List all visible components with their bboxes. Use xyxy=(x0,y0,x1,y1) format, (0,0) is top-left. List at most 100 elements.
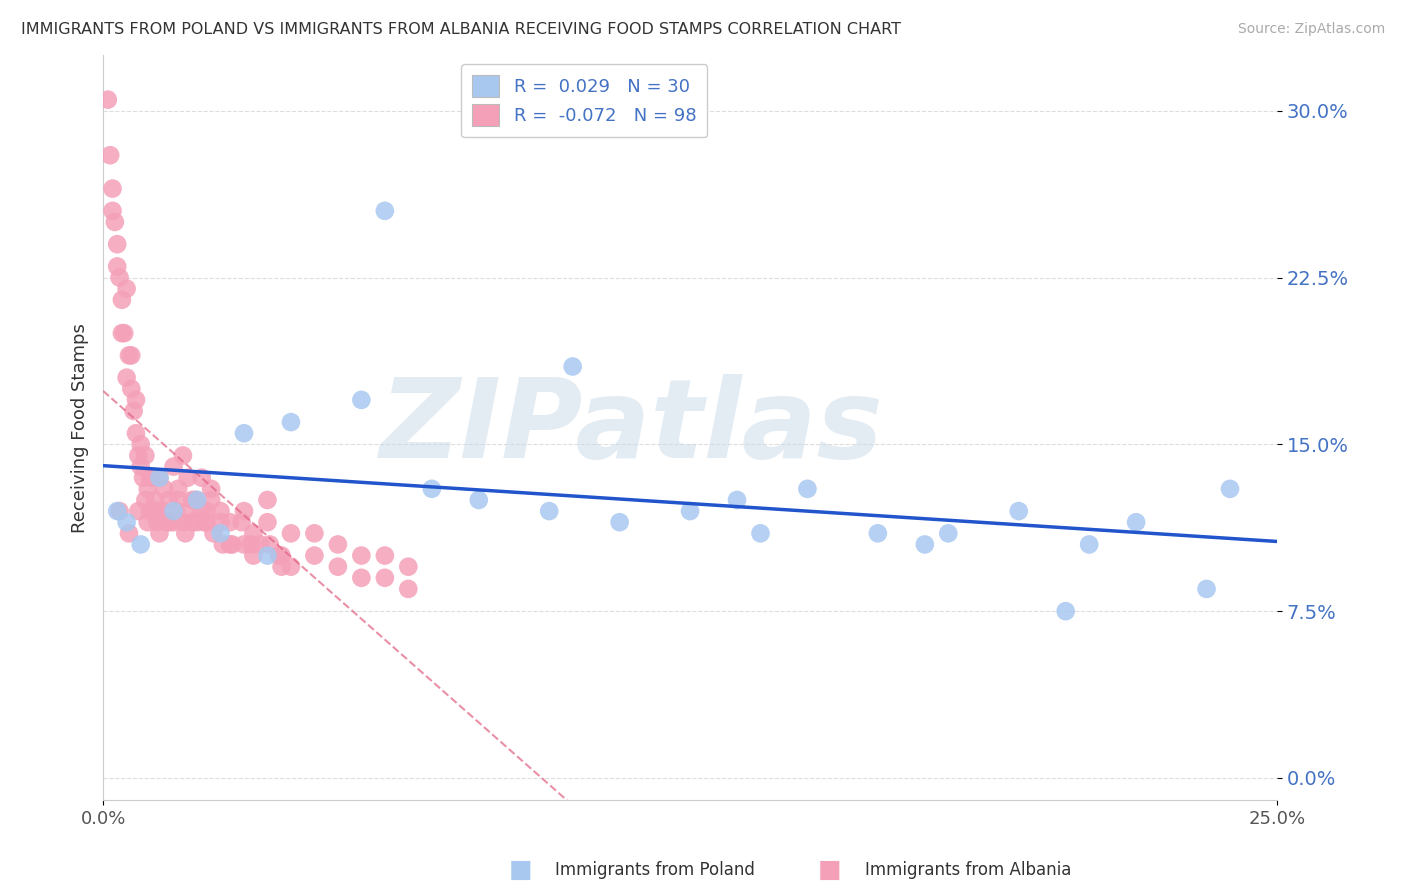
Point xyxy=(129,537,152,551)
Legend: R =  0.029   N = 30, R =  -0.072   N = 98: R = 0.029 N = 30, R = -0.072 N = 98 xyxy=(461,64,707,137)
Point xyxy=(190,504,212,518)
Point xyxy=(105,237,128,252)
Point xyxy=(200,492,222,507)
Point xyxy=(157,515,180,529)
Point xyxy=(176,504,198,518)
Point xyxy=(1054,604,1077,618)
Point xyxy=(195,515,218,529)
Point xyxy=(134,449,156,463)
Point xyxy=(350,549,373,563)
Point xyxy=(193,515,215,529)
Point xyxy=(280,526,302,541)
Point xyxy=(162,504,184,518)
Point xyxy=(125,392,148,407)
Point xyxy=(270,549,292,563)
Point xyxy=(396,582,419,596)
Text: ■: ■ xyxy=(509,858,531,881)
Point xyxy=(139,504,162,518)
Point xyxy=(374,571,396,585)
Point xyxy=(256,515,278,529)
Point xyxy=(97,93,120,107)
Point xyxy=(127,504,149,518)
Point xyxy=(219,537,242,551)
Point xyxy=(936,526,959,541)
Point xyxy=(104,215,127,229)
Point xyxy=(162,515,184,529)
Y-axis label: Receiving Food Stamps: Receiving Food Stamps xyxy=(72,323,89,533)
Point xyxy=(181,515,204,529)
Point xyxy=(1078,537,1101,551)
Text: Source: ZipAtlas.com: Source: ZipAtlas.com xyxy=(1237,22,1385,37)
Point xyxy=(98,148,121,162)
Point xyxy=(219,515,242,529)
Point xyxy=(105,260,128,274)
Point xyxy=(148,471,170,485)
Point xyxy=(1195,582,1218,596)
Text: Immigrants from Poland: Immigrants from Poland xyxy=(555,861,755,879)
Point xyxy=(326,559,349,574)
Point xyxy=(132,471,155,485)
Point xyxy=(212,537,235,551)
Point xyxy=(190,471,212,485)
Point xyxy=(468,492,491,507)
Point xyxy=(249,537,271,551)
Point xyxy=(796,482,818,496)
Point xyxy=(231,515,253,529)
Point xyxy=(101,181,124,195)
Point xyxy=(259,537,281,551)
Point xyxy=(181,492,204,507)
Point xyxy=(146,515,169,529)
Point xyxy=(115,370,138,384)
Point xyxy=(350,392,373,407)
Point xyxy=(108,504,131,518)
Point xyxy=(270,559,292,574)
Point xyxy=(129,437,152,451)
Point xyxy=(115,515,138,529)
Point xyxy=(167,492,190,507)
Point xyxy=(148,471,170,485)
Point xyxy=(111,293,134,307)
Point xyxy=(240,537,263,551)
Point xyxy=(256,549,278,563)
Point xyxy=(1125,515,1147,529)
Point xyxy=(136,515,159,529)
Point xyxy=(186,492,208,507)
Point xyxy=(139,471,162,485)
Point xyxy=(183,492,205,507)
Point xyxy=(141,471,163,485)
Point xyxy=(155,515,177,529)
Point xyxy=(172,515,194,529)
Point xyxy=(153,504,176,518)
Point xyxy=(679,504,702,518)
Point xyxy=(200,482,222,496)
Point xyxy=(157,492,180,507)
Point xyxy=(233,426,256,441)
Point xyxy=(172,449,194,463)
Point xyxy=(609,515,631,529)
Text: Immigrants from Albania: Immigrants from Albania xyxy=(865,861,1071,879)
Point xyxy=(221,537,243,551)
Point xyxy=(420,482,443,496)
Point xyxy=(374,203,396,218)
Point xyxy=(167,482,190,496)
Point xyxy=(242,549,264,563)
Point xyxy=(326,537,349,551)
Point xyxy=(396,559,419,574)
Point xyxy=(1008,504,1031,518)
Point xyxy=(186,515,208,529)
Point xyxy=(209,515,232,529)
Point xyxy=(561,359,583,374)
Point xyxy=(105,504,128,518)
Point xyxy=(127,449,149,463)
Point xyxy=(233,537,256,551)
Point xyxy=(153,482,176,496)
Point xyxy=(129,459,152,474)
Point xyxy=(374,549,396,563)
Point xyxy=(174,526,197,541)
Point xyxy=(111,326,134,340)
Point xyxy=(749,526,772,541)
Point xyxy=(1219,482,1241,496)
Point xyxy=(146,504,169,518)
Point xyxy=(122,404,145,418)
Point xyxy=(242,526,264,541)
